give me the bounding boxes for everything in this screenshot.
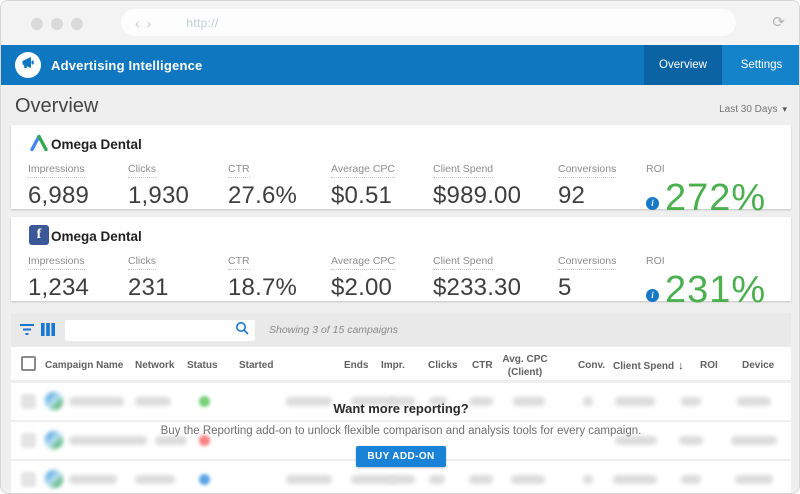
buy-addon-button[interactable]: BUY ADD-ON [356, 446, 446, 467]
window-dot [31, 18, 43, 30]
back-icon[interactable]: ‹ [135, 14, 140, 31]
url-text[interactable]: http:// [186, 15, 219, 30]
table-row[interactable] [11, 383, 791, 420]
metric-conversions: Conversions 5 [558, 255, 617, 301]
row-checkbox-blurred[interactable] [21, 472, 36, 487]
upsell-overlay: Want more reporting? Buy the Reporting a… [1, 401, 799, 467]
columns-icon[interactable] [41, 323, 55, 341]
date-range-label: Last 30 Days [719, 104, 778, 115]
metric-roi: ROI i 272% [646, 163, 767, 219]
row-checkbox-blurred[interactable] [21, 433, 36, 448]
sort-desc-icon[interactable]: ↓ [678, 360, 684, 372]
tab-overview[interactable]: Overview [644, 45, 722, 85]
col-avg-cpc[interactable]: Avg. CPC (Client) [502, 354, 548, 378]
col-client-spend[interactable]: Client Spend ↓ [613, 360, 684, 372]
metric-average-cpc: Average CPC $0.51 [331, 163, 396, 209]
metric-impressions: Impressions 6,989 [28, 163, 90, 209]
account-name: Omega Dental [51, 137, 142, 152]
col-conversions[interactable]: Conv. [578, 360, 606, 371]
col-roi[interactable]: ROI [700, 360, 718, 371]
info-icon[interactable]: i [646, 288, 659, 302]
status-dot [199, 435, 210, 446]
results-count: Showing 3 of 15 campaigns [269, 324, 398, 336]
window-dot [51, 18, 63, 30]
metric-conversions: Conversions 92 [558, 163, 617, 209]
col-clicks[interactable]: Clicks [428, 360, 458, 371]
search-input[interactable] [65, 320, 255, 341]
col-ctr[interactable]: CTR [472, 360, 493, 371]
col-network[interactable]: Network [135, 360, 175, 371]
info-icon[interactable]: i [646, 196, 659, 210]
table-header-row: Campaign Name Network Status Started End… [11, 347, 791, 381]
campaign-logo-blurred [45, 392, 63, 410]
window-dot [71, 18, 83, 30]
date-range-selector[interactable]: Last 30 Days ▾ [719, 104, 787, 115]
select-all-checkbox[interactable] [21, 356, 36, 371]
status-dot [199, 396, 210, 407]
status-dot [199, 474, 210, 485]
filter-icon[interactable] [19, 323, 35, 341]
forward-icon[interactable]: › [146, 14, 152, 31]
col-campaign-name[interactable]: Campaign Name [45, 360, 124, 371]
col-device[interactable]: Device [742, 360, 775, 371]
campaign-logo-blurred [45, 470, 63, 488]
metric-clicks: Clicks 1,930 [128, 163, 190, 209]
address-bar[interactable]: ‹ › http:// [121, 9, 736, 36]
metric-roi: ROI i 231% [646, 255, 767, 311]
chevron-down-icon: ▾ [782, 104, 787, 114]
roi-value: 231% [665, 269, 767, 311]
facebook-icon: f [29, 225, 49, 245]
google-ads-icon [29, 133, 49, 153]
tab-settings[interactable]: Settings [722, 45, 799, 85]
metric-average-cpc: Average CPC $2.00 [331, 255, 396, 301]
search-icon[interactable] [235, 321, 249, 340]
browser-chrome: ‹ › http:// ⟳ [1, 1, 799, 45]
app-header: Advertising Intelligence Overview Settin… [1, 45, 799, 85]
col-ends[interactable]: Ends [344, 360, 369, 371]
col-started[interactable]: Started [239, 360, 274, 371]
page-title: Overview [15, 95, 99, 117]
metric-ctr: CTR 18.7% [228, 255, 298, 301]
col-status[interactable]: Status [187, 360, 218, 371]
account-name: Omega Dental [51, 229, 142, 244]
refresh-icon[interactable]: ⟳ [772, 14, 785, 31]
app-logo [15, 52, 41, 78]
row-checkbox-blurred[interactable] [21, 394, 36, 409]
table-toolbar: Showing 3 of 15 campaigns [11, 313, 791, 347]
account-card-facebook: f Omega Dental Impressions 1,234 Clicks … [11, 217, 791, 309]
campaign-logo-blurred [45, 431, 63, 449]
metric-clicks: Clicks 231 [128, 255, 169, 301]
upsell-subtitle: Buy the Reporting add-on to unlock flexi… [160, 425, 642, 437]
col-impressions[interactable]: Impr. [381, 360, 405, 371]
metric-ctr: CTR 27.6% [228, 163, 298, 209]
metric-client-spend: Client Spend $233.30 [433, 255, 522, 301]
megaphone-icon [21, 56, 35, 75]
account-card-google: Omega Dental Impressions 6,989 Clicks 1,… [11, 125, 791, 217]
metric-client-spend: Client Spend $989.00 [433, 163, 522, 209]
roi-value: 272% [665, 177, 767, 219]
app-title: Advertising Intelligence [51, 57, 203, 73]
upsell-title: Want more reporting? [333, 401, 469, 416]
metric-impressions: Impressions 1,234 [28, 255, 90, 301]
header-tabs: Overview Settings [644, 45, 799, 85]
